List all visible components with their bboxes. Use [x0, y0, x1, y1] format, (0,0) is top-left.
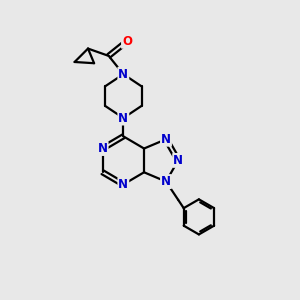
Text: N: N [118, 178, 128, 191]
Text: N: N [118, 112, 128, 124]
Text: O: O [122, 35, 132, 48]
Text: N: N [173, 154, 183, 167]
Text: N: N [98, 142, 108, 155]
Text: N: N [161, 133, 171, 146]
Text: N: N [118, 68, 128, 81]
Text: N: N [161, 175, 171, 188]
